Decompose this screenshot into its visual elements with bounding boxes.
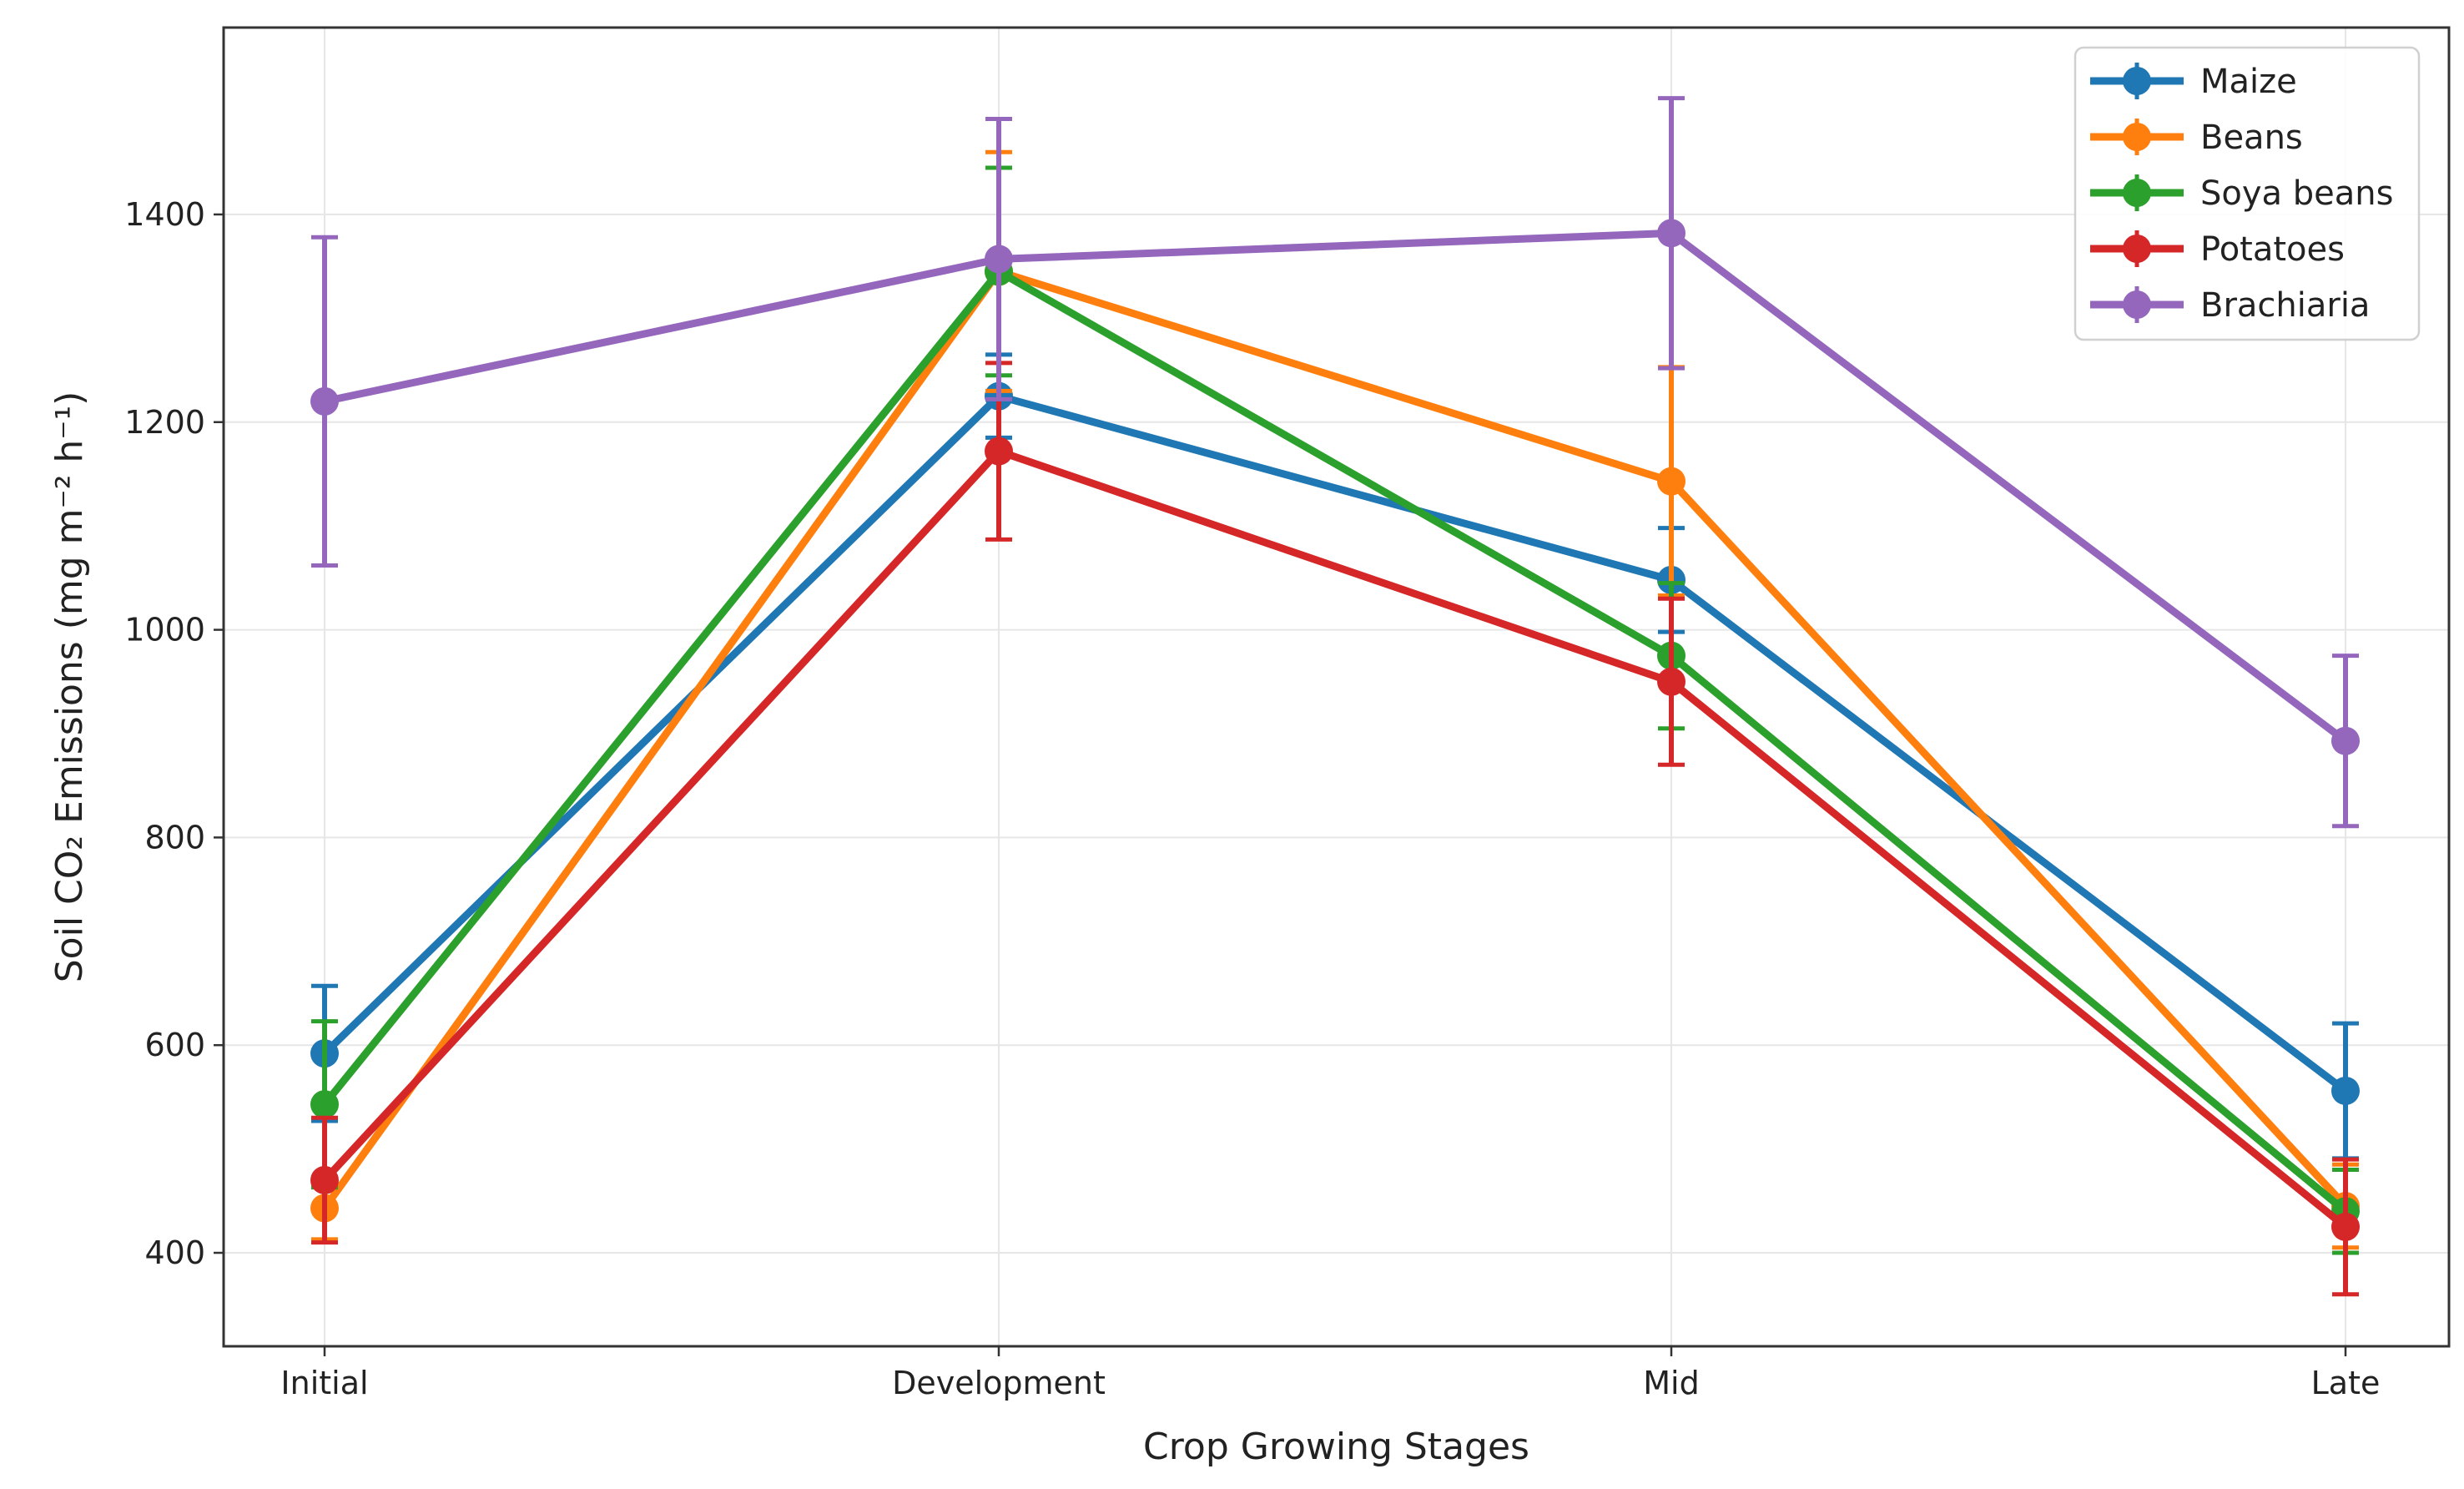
series-line (320, 229, 2350, 745)
data-point (310, 1165, 339, 1194)
legend-swatch-marker (2123, 235, 2151, 263)
y-tick-label: 800 (144, 819, 205, 856)
data-point (1657, 219, 1685, 248)
legend: Maize Beans Soya beans Potatoes Brachiaria (2073, 46, 2421, 341)
x-tick-label: Mid (1643, 1365, 1699, 1401)
data-point (1657, 667, 1685, 696)
y-axis-label: Soil CO₂ Emissions (mg m⁻² h⁻¹) (48, 391, 91, 983)
legend-box (2073, 46, 2421, 341)
x-tick-label: Initial (280, 1365, 368, 1401)
legend-label: Brachiaria (2200, 286, 2370, 325)
series-brachiaria (310, 96, 2360, 829)
y-tick-label: 400 (144, 1234, 205, 1271)
y-tick-label: 1200 (124, 404, 205, 441)
series-potatoes (310, 361, 2360, 1297)
data-point (2331, 1076, 2360, 1105)
data-point (985, 437, 1013, 466)
legend-label: Soya beans (2200, 174, 2393, 213)
data-series (310, 96, 2360, 1297)
plot-frame (222, 26, 2451, 1348)
legend-label: Beans (2200, 119, 2303, 157)
axis-ticks: 400 600 800 1000 1200 1400 Initial Development M… (124, 196, 2380, 1401)
y-tick-label: 1400 (124, 196, 205, 233)
series-line (320, 447, 2350, 1231)
data-point (2331, 1212, 2360, 1241)
series-line (320, 392, 2350, 1095)
data-point (1657, 467, 1685, 496)
series-line (320, 267, 2350, 1213)
data-point (310, 1090, 339, 1119)
y-tick-label: 600 (144, 1027, 205, 1063)
legend-label: Maize (2200, 63, 2297, 101)
legend-label: Potatoes (2200, 230, 2345, 269)
data-point (2331, 726, 2360, 755)
legend-swatch-marker (2123, 123, 2151, 151)
legend-swatch-marker (2123, 179, 2151, 207)
legend-swatch-marker (2123, 67, 2151, 95)
x-tick-label: Development (892, 1365, 1106, 1401)
y-tick-label: 1000 (124, 612, 205, 649)
series-soya-beans (310, 165, 2360, 1255)
series-maize (310, 352, 2360, 1161)
legend-swatch-marker (2123, 290, 2151, 319)
series-line (320, 267, 2350, 1215)
x-axis-label: Crop Growing Stages (1143, 1426, 1529, 1468)
series-beans (310, 149, 2360, 1250)
data-point (985, 245, 1013, 274)
x-tick-label: Late (2311, 1365, 2381, 1401)
data-point (310, 386, 339, 416)
